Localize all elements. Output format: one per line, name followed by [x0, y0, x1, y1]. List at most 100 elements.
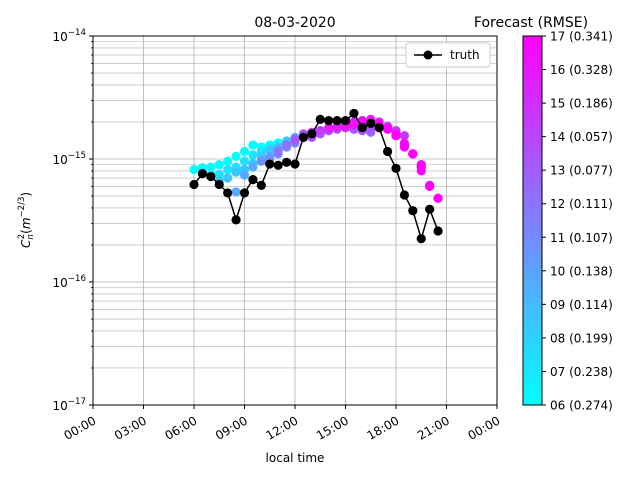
- x-tick-label: 21:00: [415, 413, 452, 442]
- forecast-point: [248, 162, 258, 172]
- truth-point: [197, 169, 208, 179]
- forecast-point: [408, 149, 418, 159]
- truth-point: [425, 204, 435, 214]
- truth-point: [315, 114, 325, 124]
- forecast-point: [231, 167, 241, 177]
- y-axis-label: Cn2(m−2/3): [17, 192, 36, 248]
- colorbar-title: Forecast (RMSE): [474, 15, 588, 31]
- forecast-series: [189, 114, 443, 203]
- truth-point: [307, 129, 317, 139]
- truth-point: [391, 163, 401, 173]
- forecast-point: [231, 151, 241, 161]
- x-tick-label: 18:00: [365, 413, 402, 442]
- x-tick-label: 09:00: [213, 413, 250, 442]
- colorbar-tick-label: 12 (0.111): [550, 197, 613, 211]
- truth-point: [408, 206, 418, 216]
- truth-line: [193, 112, 439, 242]
- colorbar-tick-label: 14 (0.057): [550, 130, 613, 144]
- colorbar-tick-label: 10 (0.138): [550, 264, 613, 278]
- y-axis-label-text: Cn2(m−2/3): [17, 192, 36, 248]
- truth-point: [399, 190, 410, 200]
- y-tick-label: 10−17: [53, 397, 86, 413]
- truth-point: [256, 180, 266, 191]
- truth-point: [206, 171, 216, 182]
- forecast-point: [256, 156, 266, 166]
- legend-label-truth: truth: [450, 48, 480, 62]
- truth-point: [231, 215, 241, 225]
- legend: truth: [405, 42, 491, 68]
- truth-point: [281, 157, 292, 167]
- colorbar-ticks: 06 (0.274) 07 (0.238) 08 (0.199) 09 (0.114)…: [542, 30, 613, 413]
- forecast-point: [248, 140, 258, 150]
- forecast-point: [399, 130, 410, 141]
- truth-point: [382, 146, 393, 157]
- forecast-point: [349, 120, 359, 130]
- forecast-point: [425, 181, 435, 191]
- truth-point: [223, 188, 233, 198]
- colorbar-tick-label: 16 (0.328): [550, 63, 613, 77]
- forecast-point: [290, 134, 300, 144]
- forecast-point: [391, 130, 401, 141]
- forecast-point: [239, 146, 250, 157]
- forecast-point: [231, 187, 241, 197]
- truth-point: [189, 179, 199, 190]
- truth-point: [374, 123, 384, 133]
- colorbar-tick-label: 15 (0.186): [550, 97, 613, 111]
- truth-point: [340, 116, 351, 126]
- forecast-point: [315, 126, 325, 136]
- x-tick-label: 00:00: [466, 413, 503, 442]
- forecast-point: [273, 146, 283, 157]
- truth-point: [248, 175, 258, 185]
- colorbar-tick-label: 11 (0.107): [550, 231, 613, 245]
- y-tick-label: 10−14: [53, 28, 86, 44]
- truth-point: [366, 118, 376, 128]
- colorbar-tick-label: 07 (0.238): [550, 365, 613, 379]
- x-axis-label: local time: [266, 451, 325, 465]
- truth-point: [265, 159, 275, 169]
- forecast-point: [281, 140, 292, 150]
- colorbar-tick-label: 17 (0.341): [550, 30, 613, 44]
- truth-point: [273, 160, 283, 170]
- forecast-point: [382, 124, 393, 134]
- forecast-point: [189, 165, 199, 175]
- forecast-point: [416, 163, 426, 173]
- y-axis-ticks: 10−17 10−16 10−15 10−14: [53, 28, 93, 413]
- forecast-point: [206, 162, 216, 172]
- truth-point: [324, 116, 334, 126]
- legend-box: [405, 42, 491, 68]
- x-tick-label: 12:00: [264, 413, 301, 442]
- forecast-point: [223, 165, 233, 175]
- truth-point: [416, 234, 426, 244]
- colorbar-tick-label: 08 (0.199): [550, 331, 613, 345]
- forecast-point: [433, 193, 443, 203]
- truth-point: [357, 123, 367, 133]
- y-tick-label: 10−15: [53, 151, 86, 167]
- forecast-point: [214, 169, 224, 179]
- x-tick-label: 00:00: [62, 413, 99, 442]
- forecast-point: [214, 160, 224, 170]
- truth-point: [290, 159, 300, 169]
- forecast-point: [223, 156, 233, 166]
- y-tick-label: 10−16: [53, 274, 86, 290]
- colorbar-tick-label: 09 (0.114): [550, 298, 613, 312]
- x-axis-ticks: 00:00 03:00 06:00 09:00 12:00 15:00 18:00 21:00…: [62, 405, 503, 443]
- colorbar: [522, 35, 543, 406]
- truth-point: [214, 179, 224, 190]
- forecast-point: [239, 170, 250, 180]
- truth-point: [433, 226, 443, 236]
- forecast-point: [223, 173, 233, 183]
- forecast-point: [239, 156, 250, 166]
- truth-point: [349, 108, 359, 118]
- x-tick-label: 15:00: [314, 413, 351, 442]
- forecast-point: [248, 150, 258, 160]
- legend-marker: [423, 50, 433, 60]
- truth-point: [239, 188, 250, 198]
- colorbar-tick-label: 06 (0.274): [550, 399, 613, 413]
- x-tick-label: 03:00: [112, 413, 149, 442]
- truth-series: [189, 108, 443, 244]
- chart-title: 08-03-2020: [254, 15, 335, 31]
- truth-point: [332, 116, 342, 126]
- x-tick-label: 06:00: [163, 413, 200, 442]
- forecast-point: [324, 123, 334, 133]
